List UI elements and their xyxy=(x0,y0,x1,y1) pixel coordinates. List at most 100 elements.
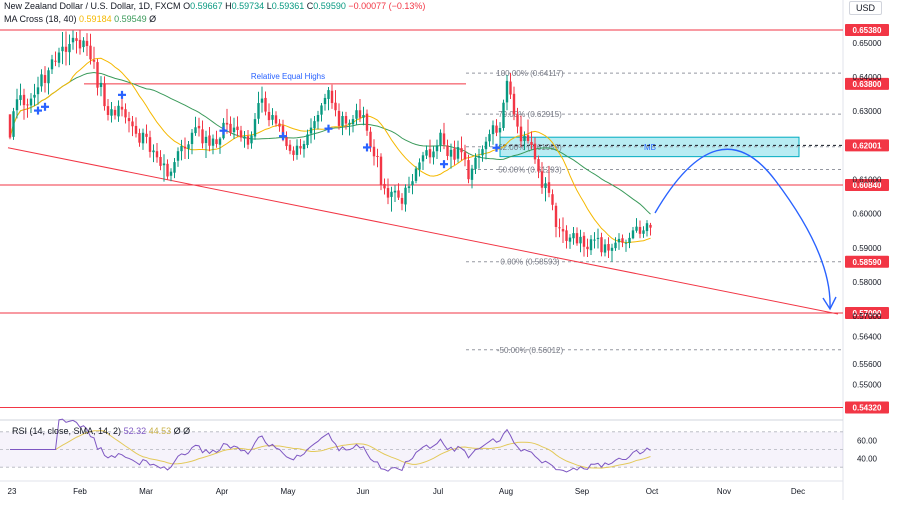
candle-body xyxy=(22,94,26,106)
rsi-visibility-icon[interactable]: Ø Ø xyxy=(173,426,191,436)
x-tick-label-3: Apr xyxy=(216,487,229,496)
candle-body xyxy=(369,131,372,148)
y-tick-label-9: 0.55600 xyxy=(853,360,882,369)
candle-body xyxy=(309,127,313,134)
candle-body xyxy=(54,60,57,62)
candle-body xyxy=(131,121,134,127)
price-level-label-5: 0.57090 xyxy=(853,309,882,318)
candle-body xyxy=(229,123,232,133)
symbol-title: New Zealand Dollar / U.S. Dollar, 1D, FX… xyxy=(4,1,181,11)
candle-body xyxy=(292,150,295,155)
candle-body xyxy=(134,125,138,134)
rsi-header[interactable]: RSI (14, close, SMA, 14, 2) 52.32 44.53 … xyxy=(12,426,190,436)
candle-body xyxy=(418,162,421,170)
price-level-tag-4 xyxy=(845,255,889,268)
rsi-sma-value: 44.53 xyxy=(148,426,172,436)
fib-label-1: 79.00% (0.62915) xyxy=(498,110,562,119)
candle-body xyxy=(29,98,33,106)
candle-body xyxy=(617,238,621,243)
candle-body xyxy=(166,163,169,177)
candle-body xyxy=(467,160,470,180)
candle-body xyxy=(449,149,453,157)
candle-body xyxy=(481,149,484,156)
candle-body xyxy=(243,136,246,139)
price-level-tag-3 xyxy=(845,178,889,191)
price-level-tag-1 xyxy=(845,77,889,90)
candle-body xyxy=(92,60,96,62)
y-tick-label-5: 0.59000 xyxy=(853,244,882,253)
candle-body xyxy=(99,82,103,88)
candle-body xyxy=(33,94,36,98)
candle-body xyxy=(141,132,145,144)
x-tick-label-7: Aug xyxy=(499,487,513,496)
candle-body xyxy=(250,135,253,144)
candle-body xyxy=(355,110,358,119)
candle-body xyxy=(533,143,537,160)
candle-body xyxy=(400,197,404,204)
candle-body xyxy=(323,97,327,105)
candle-body xyxy=(257,103,260,119)
candle-body xyxy=(204,136,208,143)
fib-label-5: -50.00% (0.56012) xyxy=(497,346,564,355)
candle-body xyxy=(127,118,131,122)
price-level-tag-0 xyxy=(845,24,889,36)
candle-body xyxy=(456,147,460,159)
close-label: C xyxy=(306,1,314,11)
candle-body xyxy=(190,132,194,145)
candle-body xyxy=(57,52,61,63)
x-tick-label-8: Sep xyxy=(575,487,590,496)
candle-body xyxy=(390,191,393,197)
visibility-eye-icon[interactable]: Ø xyxy=(149,14,157,24)
candle-body xyxy=(638,226,642,234)
candle-body xyxy=(558,227,561,229)
candle-body xyxy=(138,133,141,143)
candle-body xyxy=(621,238,624,243)
candle-body xyxy=(313,121,316,129)
candle-body xyxy=(159,156,162,166)
candle-body xyxy=(372,146,376,157)
candle-body xyxy=(173,162,176,173)
candle-body xyxy=(302,144,306,150)
currency-button[interactable]: USD xyxy=(848,1,882,15)
candle-body xyxy=(428,149,432,158)
candle-body xyxy=(50,59,54,70)
candle-body xyxy=(498,127,502,133)
x-tick-label-6: Jul xyxy=(433,487,443,496)
candle-body xyxy=(526,135,530,141)
candle-body xyxy=(491,125,495,135)
candle-body xyxy=(306,134,309,146)
price-level-label-4: 0.58590 xyxy=(853,258,882,267)
candle-body xyxy=(645,223,649,232)
candle-body xyxy=(75,38,78,41)
price-level-label-1: 0.63800 xyxy=(853,80,882,89)
ma-fast-line xyxy=(9,57,651,244)
candle-body xyxy=(316,115,320,122)
candle-body xyxy=(267,111,271,121)
candle-body xyxy=(425,150,428,156)
candle-body xyxy=(631,230,635,239)
candle-body xyxy=(169,171,173,176)
x-tick-label-2: Mar xyxy=(139,487,153,496)
candle-body xyxy=(582,235,586,247)
candle-body xyxy=(593,239,596,241)
candle-body xyxy=(362,115,365,118)
candle-body xyxy=(295,145,299,155)
candle-body xyxy=(351,119,355,125)
candle-body xyxy=(572,233,575,239)
candle-body xyxy=(537,159,540,172)
candle-body xyxy=(278,123,281,127)
candle-body xyxy=(155,151,159,158)
candle-body xyxy=(232,127,236,133)
candle-body xyxy=(344,116,348,124)
candle-body xyxy=(610,247,614,251)
ma-cross-header[interactable]: MA Cross (18, 40) 0.59184 0.59549 Ø xyxy=(4,14,156,24)
candle-body xyxy=(463,152,467,160)
close-value: 0.59590 xyxy=(313,1,346,11)
candle-body xyxy=(320,105,323,115)
candle-body xyxy=(407,186,411,189)
candle-body xyxy=(19,95,22,100)
candle-body xyxy=(12,111,15,137)
projection-arrowhead xyxy=(822,296,837,311)
y-tick-label-4: 0.60000 xyxy=(853,210,882,219)
candle-body xyxy=(547,182,551,193)
